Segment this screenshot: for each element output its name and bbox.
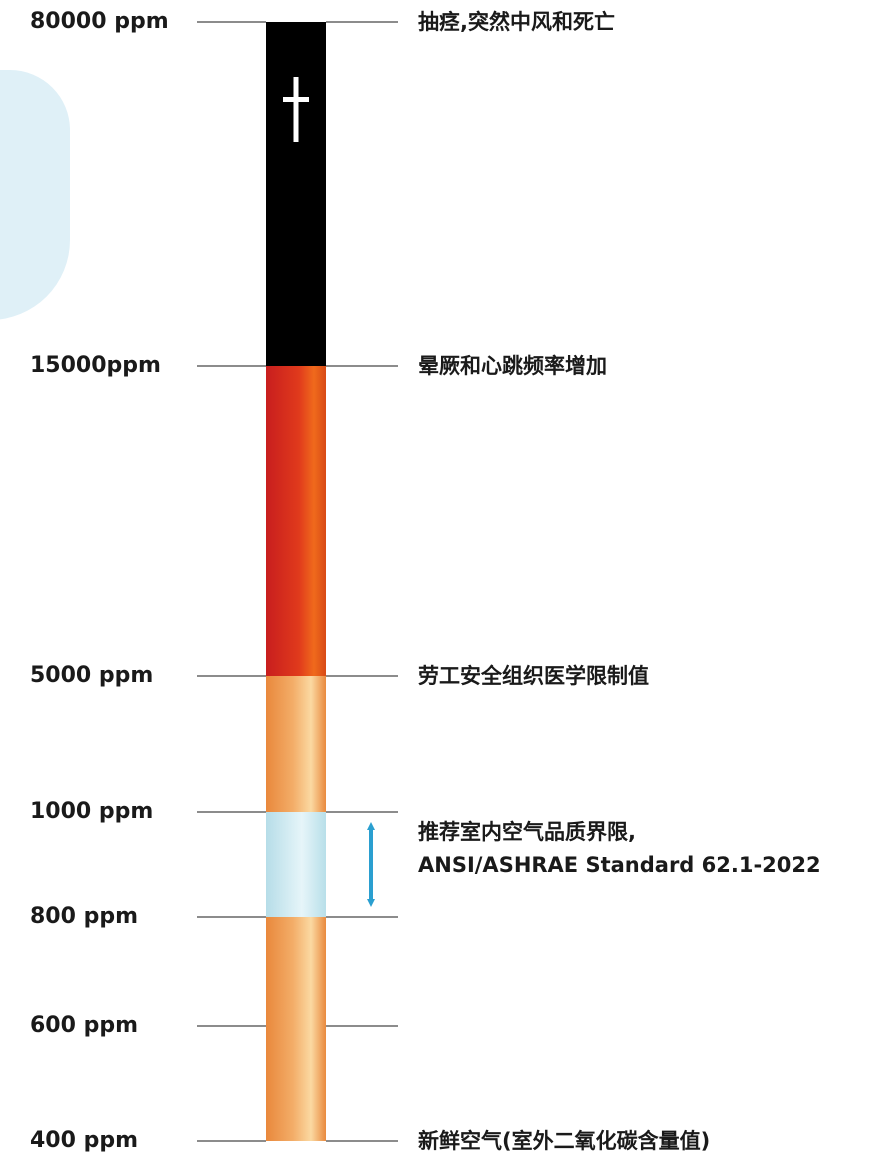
bar-segment-normal: [266, 917, 326, 1141]
level-description-5000: 劳工安全组织医学限制值: [418, 664, 649, 688]
background-cloud-shape: [0, 70, 70, 320]
level-description-15000: 晕厥和心跳频率增加: [418, 354, 607, 378]
recommended-range-line-2: ANSI/ASHRAE Standard 62.1-2022: [418, 853, 821, 877]
level-label-1000: 1000 ppm: [30, 799, 154, 824]
level-label-800: 800 ppm: [30, 904, 139, 929]
recommended-range-line-1: 推荐室内空气品质界限,: [418, 820, 636, 844]
recommended-range-label: 推荐室内空气品质界限, ANSI/ASHRAE Standard 62.1-20…: [418, 816, 821, 882]
level-label-15000: 15000ppm: [30, 353, 161, 378]
level-label-600: 600 ppm: [30, 1013, 139, 1038]
bar-segment-recommended: [266, 812, 326, 917]
level-label-400: 400 ppm: [30, 1128, 139, 1153]
dagger-icon: [283, 77, 309, 142]
bar-segment-death: [266, 22, 326, 366]
level-description-80000: 抽痉,突然中风和死亡: [418, 10, 615, 34]
bar-segment-danger: [266, 366, 326, 676]
level-label-5000: 5000 ppm: [30, 663, 154, 688]
level-label-80000: 80000 ppm: [30, 9, 169, 34]
bar-segment-caution: [266, 676, 326, 812]
